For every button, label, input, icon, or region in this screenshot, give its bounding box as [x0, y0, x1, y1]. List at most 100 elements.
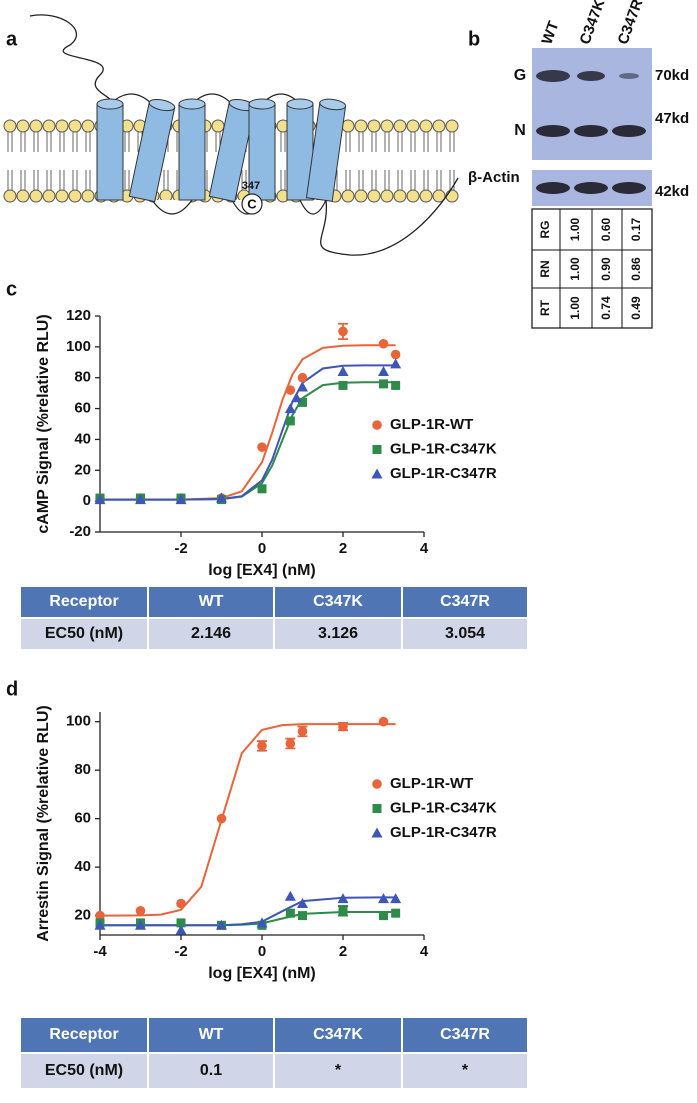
- header-text: WT: [199, 1026, 224, 1043]
- data-point: [257, 442, 267, 452]
- panel-label: a: [6, 28, 18, 50]
- lane-label: C347K: [577, 0, 609, 47]
- header-text: C347R: [440, 1026, 490, 1043]
- data-point: [378, 716, 389, 727]
- header-text: C347K: [313, 1026, 363, 1043]
- legend-marker: [372, 445, 382, 454]
- data-point: [94, 919, 106, 930]
- quant-value: 1.00: [568, 296, 582, 320]
- x-tick-label: 2: [339, 540, 347, 557]
- panel-label: b: [468, 28, 480, 50]
- helix-body: [96, 103, 124, 201]
- data-point: [337, 893, 349, 904]
- lane-label: WT: [539, 19, 563, 47]
- band: [619, 73, 639, 79]
- header-text: Receptor: [49, 1026, 118, 1043]
- data-point: [298, 911, 307, 921]
- fit-curve: [100, 344, 396, 501]
- size-label: 70kd: [655, 67, 689, 84]
- lipid-head: [367, 189, 381, 203]
- y-tick-label: 20: [74, 461, 91, 478]
- data-point: [379, 379, 388, 389]
- lipid-head: [16, 119, 30, 133]
- data-point: [338, 326, 348, 337]
- y-tick-label: 0: [83, 492, 91, 509]
- lipid-head: [341, 189, 355, 203]
- c-terminus: [320, 177, 459, 256]
- x-tick-label: 2: [339, 943, 347, 960]
- quant-value: 0.17: [629, 217, 643, 241]
- data-point: [297, 372, 308, 383]
- quant-value: 0.60: [599, 217, 613, 241]
- band-label: N: [514, 122, 526, 139]
- quant-value: 1.00: [568, 217, 582, 241]
- band: [612, 182, 646, 194]
- data-point: [297, 381, 308, 392]
- cell-text: EC50 (nM): [45, 1062, 123, 1079]
- body-cell: [147, 1052, 275, 1090]
- data-point: [284, 403, 296, 414]
- data-point: [175, 494, 187, 505]
- legend-label: GLP-1R-C347K: [390, 799, 497, 816]
- lipid-head: [419, 119, 433, 133]
- band-label: G: [514, 67, 526, 84]
- x-axis-label: log [EX4] (nM): [208, 562, 316, 579]
- lane-label: C347R: [615, 0, 647, 47]
- helix: [96, 98, 124, 201]
- cell-text: 3.126: [318, 625, 358, 642]
- cell-text: 3.054: [445, 625, 485, 642]
- legend-marker: [372, 420, 382, 430]
- band: [574, 182, 608, 194]
- n-terminus: [29, 14, 113, 103]
- data-point: [391, 380, 401, 390]
- y-tick-label: 80: [74, 369, 91, 386]
- data-point: [285, 738, 296, 749]
- lipid-head: [380, 119, 394, 133]
- band: [536, 182, 570, 194]
- quant-value: 0.86: [629, 257, 643, 281]
- lipid-head: [406, 189, 420, 203]
- data-point: [390, 358, 402, 369]
- lipid-head: [445, 119, 459, 133]
- lipid-head: [55, 119, 69, 133]
- lipid-head: [354, 119, 368, 133]
- data-point: [285, 416, 295, 426]
- helix-cap: [286, 98, 314, 110]
- body-cell: [147, 617, 275, 651]
- lipid-head: [445, 189, 459, 203]
- legend-label: GLP-1R-C347R: [390, 824, 497, 841]
- body-cell: [401, 1052, 529, 1090]
- legend-marker: [371, 468, 383, 479]
- helix: [248, 98, 276, 201]
- helix: [178, 98, 206, 201]
- helix-cap: [148, 98, 176, 112]
- residue-circle: [241, 193, 263, 215]
- y-tick-label: 40: [74, 430, 91, 447]
- legend-label: GLP-1R-C347K: [390, 440, 497, 457]
- data-point: [337, 366, 349, 377]
- x-tick-label: 0: [258, 540, 266, 557]
- loop: [299, 199, 327, 215]
- lipid-head: [432, 119, 446, 133]
- lipid-head: [406, 119, 420, 133]
- data-point: [216, 813, 227, 824]
- legend-label: GLP-1R-C347R: [390, 465, 497, 482]
- legend-marker: [372, 779, 382, 789]
- x-tick-label: -2: [174, 540, 187, 557]
- y-tick-label: -20: [69, 523, 91, 540]
- lipid-head: [3, 189, 17, 203]
- lipid-head: [393, 119, 407, 133]
- size-label: 47kd: [655, 110, 689, 127]
- x-tick-label: 0: [258, 943, 266, 960]
- y-tick-label: 100: [66, 713, 91, 730]
- header-text: C347K: [313, 593, 363, 610]
- header-text: C347R: [440, 593, 490, 610]
- header-cell: [273, 1016, 403, 1054]
- y-tick-label: 60: [74, 400, 91, 417]
- y-tick-label: 60: [74, 810, 91, 827]
- lipid-head: [16, 189, 30, 203]
- data-point: [298, 397, 307, 407]
- band: [577, 71, 605, 81]
- y-tick-label: 120: [66, 307, 91, 324]
- legend-label: GLP-1R-WT: [390, 775, 473, 792]
